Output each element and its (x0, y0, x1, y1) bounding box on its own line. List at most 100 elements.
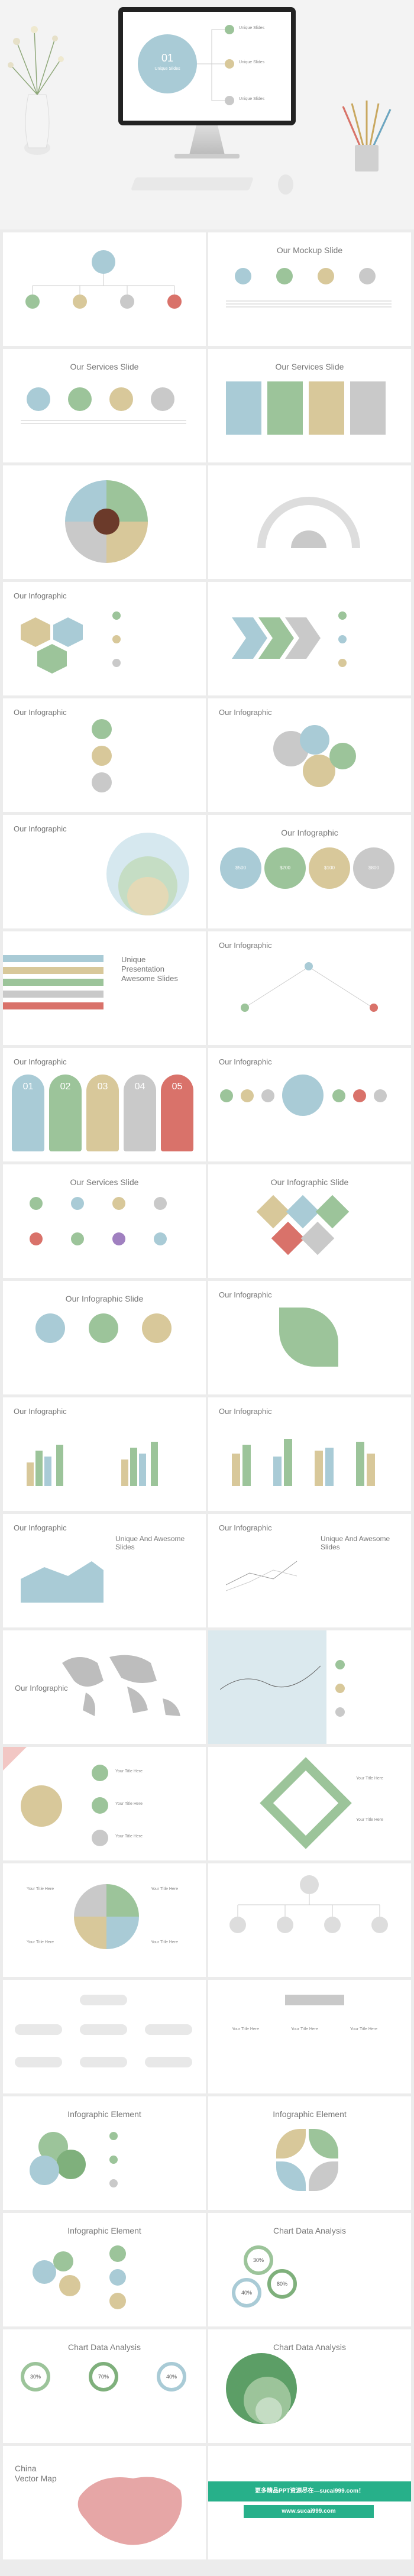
slide-hexagon[interactable]: Our Infographic (3, 582, 206, 695)
icon-row-title: Our Infographic (219, 1057, 272, 1066)
donut-4: 30% (21, 2362, 50, 2391)
slide-mockup[interactable]: Our Mockup Slide (208, 232, 411, 346)
world-map (62, 1655, 180, 1716)
title-here-7: Your Title Here (151, 1887, 179, 1891)
mockup-title: Our Mockup Slide (276, 245, 343, 255)
slide-footer-banner[interactable]: 更多精品PPT资源尽在—sucai999.com！ www.sucai999.c… (208, 2446, 411, 2559)
slide-area-chart[interactable]: Our Infographic Unique And Awesome Slide… (3, 1514, 206, 1627)
line-unique-heading: Unique And Awesome Slides (321, 1535, 390, 1551)
hero-dot-1 (225, 25, 234, 34)
hex-1 (21, 617, 50, 647)
service-circle-3 (109, 387, 133, 411)
title-here-9: Your Title Here (151, 1940, 179, 1944)
slide-diamond-frame[interactable]: Your Title Here Your Title Here (208, 1747, 411, 1860)
line-chart (226, 1561, 297, 1591)
bar-chart-1-title: Our Infographic (14, 1407, 67, 1416)
slide-3circles-title: Our Infographic Slide (65, 1294, 144, 1303)
keyboard-image (130, 177, 254, 190)
diamond-1 (256, 1195, 290, 1229)
slide-four-circles[interactable]: Our Infographic $500 $200 $100 $800 (208, 815, 411, 928)
element-title-3: Infographic Element (67, 2226, 141, 2235)
hierarchy-node-3 (120, 295, 134, 309)
slide-bar-chart-2[interactable]: Our Infographic (208, 1397, 411, 1511)
services-title-1: Our Services Slide (70, 362, 139, 371)
pill-04: 04 (124, 1075, 156, 1151)
slide-leaf[interactable]: Our Infographic (208, 1281, 411, 1394)
diamond-2 (286, 1195, 320, 1229)
slide-icon-row[interactable]: Our Infographic (208, 1048, 411, 1161)
diamond-4 (271, 1221, 305, 1255)
slide-world-map[interactable]: Our Infographic (3, 1630, 206, 1744)
slide-quadrant[interactable] (3, 465, 206, 579)
slide-org-3[interactable]: Your Title Here Your Title Here Your Tit… (208, 1980, 411, 2093)
slide-chart-analysis-2[interactable]: Chart Data Analysis 30% 70% 40% (3, 2329, 206, 2443)
slide-curve-panel[interactable] (208, 1630, 411, 1744)
slide-concentric[interactable]: Our Infographic (3, 815, 206, 928)
slide-pie-quad[interactable]: Your Title Here Your Title Here Your Tit… (3, 1863, 206, 1977)
slide-stacked-bars[interactable]: Unique Presentation Awesome Slides (3, 931, 206, 1045)
service-block-2 (267, 381, 303, 435)
slide-services-2[interactable]: Our Services Slide (208, 349, 411, 462)
slide-org-2[interactable] (3, 1980, 206, 2093)
slide-line-chart[interactable]: Our Infographic Unique And Awesome Slide… (208, 1514, 411, 1627)
service-circle-4 (151, 387, 174, 411)
slide-chart-analysis-1[interactable]: Chart Data Analysis 30% 80% 40% (208, 2213, 411, 2326)
value-circle-1: $500 (220, 847, 261, 889)
donut-6: 40% (157, 2362, 186, 2391)
pencil-cup-image (342, 101, 392, 171)
slide-hierarchy[interactable] (3, 232, 206, 346)
title-here-10: Your Title Here (232, 2027, 260, 2031)
title-here-4: Your Title Here (356, 1776, 384, 1781)
slide-element-1[interactable]: Infographic Element (3, 2096, 206, 2210)
promo-url[interactable]: www.sucai999.com (244, 2505, 374, 2518)
slide-chart-analysis-3[interactable]: Chart Data Analysis (208, 2329, 411, 2443)
diamonds-title: Our Infographic Slide (270, 1177, 349, 1187)
hero-item-2: Unique Slides (239, 60, 265, 64)
slide-org-1[interactable] (208, 1863, 411, 1977)
value-circle-4: $800 (353, 847, 394, 889)
area-chart (21, 1561, 104, 1603)
slide-infographic-3circles[interactable]: Our Infographic Slide (3, 1281, 206, 1394)
slide-triangle-diagram[interactable]: Our Infographic (208, 931, 411, 1045)
value-circle-3: $100 (309, 847, 350, 889)
hex-2 (53, 617, 83, 647)
area-unique-heading: Unique And Awesome Slides (115, 1535, 185, 1551)
element-title-2: Infographic Element (273, 2109, 347, 2119)
slide-chevrons[interactable] (208, 582, 411, 695)
mockup-circle-2 (276, 268, 293, 284)
world-map-title: Our Infographic (15, 1684, 68, 1692)
slide-diamonds[interactable]: Our Infographic Slide (208, 1164, 411, 1278)
value-circle-2: $200 (264, 847, 306, 889)
hero-item-1: Unique Slides (239, 26, 265, 30)
service-circle-2 (68, 387, 92, 411)
slide-vertical-circles[interactable]: Our Infographic (3, 698, 206, 812)
mockup-circle-1 (235, 268, 251, 284)
slide-cluster-circles[interactable]: Our Infographic (208, 698, 411, 812)
bar-chart-2-title: Our Infographic (219, 1407, 272, 1416)
slide-element-2[interactable]: Infographic Element (208, 2096, 411, 2210)
slide-numbered-pills[interactable]: Our Infographic 01 02 03 04 05 (3, 1048, 206, 1161)
element-title-1: Infographic Element (67, 2109, 141, 2119)
promo-banner[interactable]: 更多精品PPT资源尽在—sucai999.com！ (208, 2481, 411, 2501)
hierarchy-top-circle (92, 250, 115, 274)
services-title-3: Our Services Slide (70, 1177, 139, 1187)
unique-heading: Unique Presentation Awesome Slides (121, 955, 178, 983)
chart-analysis-title-1: Chart Data Analysis (273, 2226, 346, 2235)
slide-element-3[interactable]: Infographic Element (3, 2213, 206, 2326)
title-here-12: Your Title Here (350, 2027, 378, 2031)
slide-services-3[interactable]: Our Services Slide (3, 1164, 206, 1278)
slide-services-1[interactable]: Our Services Slide (3, 349, 206, 462)
title-here-6: Your Title Here (27, 1887, 54, 1891)
china-map (77, 2477, 182, 2545)
diamond-3 (315, 1195, 350, 1229)
chevron-1 (232, 617, 267, 659)
slide-semicircle[interactable] (208, 465, 411, 579)
mouse-image (278, 174, 293, 195)
hierarchy-node-2 (73, 295, 87, 309)
slide-bar-chart-1[interactable]: Our Infographic (3, 1397, 206, 1511)
slide-leaf-circle[interactable]: Your Title Here Your Title Here Your Tit… (3, 1747, 206, 1860)
title-here-11: Your Title Here (291, 2027, 319, 2031)
curve-panel-bg (208, 1630, 326, 1744)
slide-china-map[interactable]: China Vector Map (3, 2446, 206, 2559)
hero-dot-2 (225, 59, 234, 69)
